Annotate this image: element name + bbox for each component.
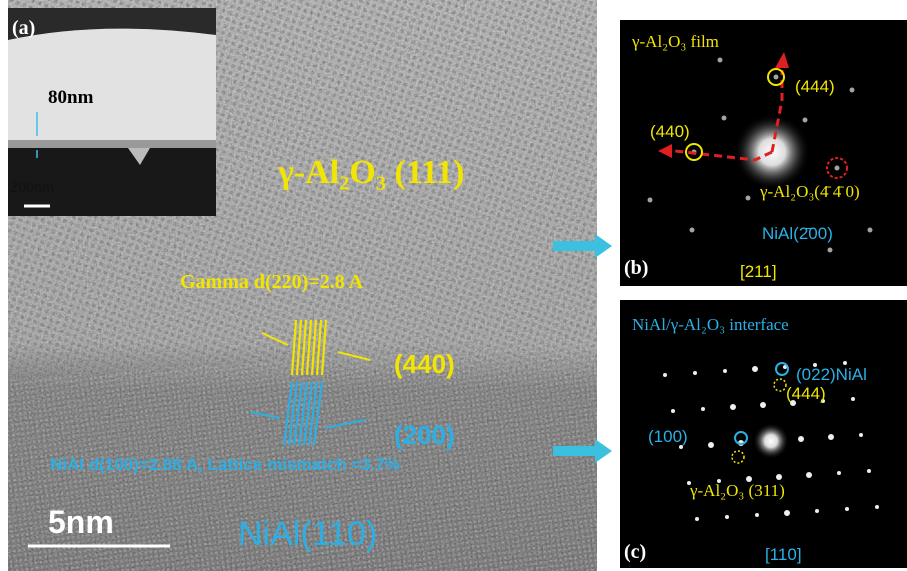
spot-label: (100): [648, 427, 688, 446]
spot-label: (440): [650, 122, 690, 141]
spot: [784, 510, 790, 516]
spot: [752, 366, 758, 372]
spot-label: (444): [786, 384, 826, 403]
figure: (a) 80nm 200nm γ-Al₂O₃ (111) Gamma d(220…: [0, 0, 907, 571]
inset-a: (a) 80nm 200nm: [8, 8, 216, 216]
film-label: γ-Al₂O₃ (111): [277, 154, 464, 191]
spot-label: (022)NiAl: [796, 365, 867, 384]
panel-label: (c): [624, 541, 646, 563]
spot: [725, 515, 729, 519]
panel-label: (b): [624, 257, 648, 279]
spot: [851, 397, 855, 401]
spot: [701, 407, 705, 411]
spot: [693, 371, 697, 375]
spot: [850, 88, 855, 93]
inset-oxide: [8, 140, 216, 148]
spot-label: γ-Al₂O₃ (311): [689, 481, 785, 500]
spot: [806, 472, 812, 478]
spot: [671, 409, 675, 413]
gamma-plane: (440): [394, 349, 455, 379]
spot: [835, 166, 840, 171]
zone-axis: [110]: [765, 545, 802, 564]
spot: [695, 517, 699, 521]
nial-plane: (200): [394, 420, 455, 450]
panel-label: (a): [12, 17, 35, 39]
spot: [875, 505, 879, 509]
spot-label: (444): [795, 77, 835, 96]
spot: [828, 434, 834, 440]
spot: [815, 509, 819, 513]
spot: [746, 196, 751, 201]
spot: [760, 402, 766, 408]
spot: [718, 58, 723, 63]
spot: [859, 433, 863, 437]
panel-c: NiAl/γ-Al₂O₃ interface (022)NiAl (444) (…: [620, 300, 907, 568]
panel-b: γ-Al₂O₃ film (444) (440) γ-Al₂O₃(4̄ 4̄ 0…: [620, 20, 907, 286]
spot: [845, 507, 849, 511]
thickness-label: 80nm: [48, 87, 94, 108]
spot: [722, 116, 727, 121]
spot: [776, 474, 782, 480]
substrate-label: NiAl(110): [238, 515, 377, 553]
spot: [730, 404, 736, 410]
zone-axis: [211]: [740, 262, 777, 281]
inset-film: [8, 29, 216, 140]
spot: [828, 248, 833, 253]
spot: [774, 75, 779, 80]
gamma-spacing: Gamma d(220)=2.8 A: [180, 271, 364, 293]
scale-label: 200nm: [10, 179, 55, 196]
central-beam: [753, 423, 789, 459]
spot: [648, 198, 653, 203]
spot: [663, 373, 667, 377]
spot: [803, 118, 808, 123]
spot: [708, 442, 714, 448]
panel-title: γ-Al₂O₃ film: [631, 32, 719, 51]
spot: [798, 436, 804, 442]
page: (a) 80nm 200nm γ-Al₂O₃ (111) Gamma d(220…: [0, 0, 907, 571]
scale-label: 5nm: [48, 504, 114, 540]
spot: [868, 228, 873, 233]
nial-spacing: NiAl d(100)=2.88 A, Lattice mismatch =3.…: [50, 455, 400, 474]
spot: [755, 513, 759, 517]
spot: [867, 469, 871, 473]
panel-title: NiAl/γ-Al₂O₃ interface: [632, 315, 789, 334]
spot: [837, 471, 841, 475]
spot: [723, 369, 727, 373]
spot-label: NiAl(2̄00): [762, 224, 833, 243]
spot-label: γ-Al₂O₃(4̄ 4̄ 0): [759, 182, 860, 201]
spot: [690, 228, 695, 233]
